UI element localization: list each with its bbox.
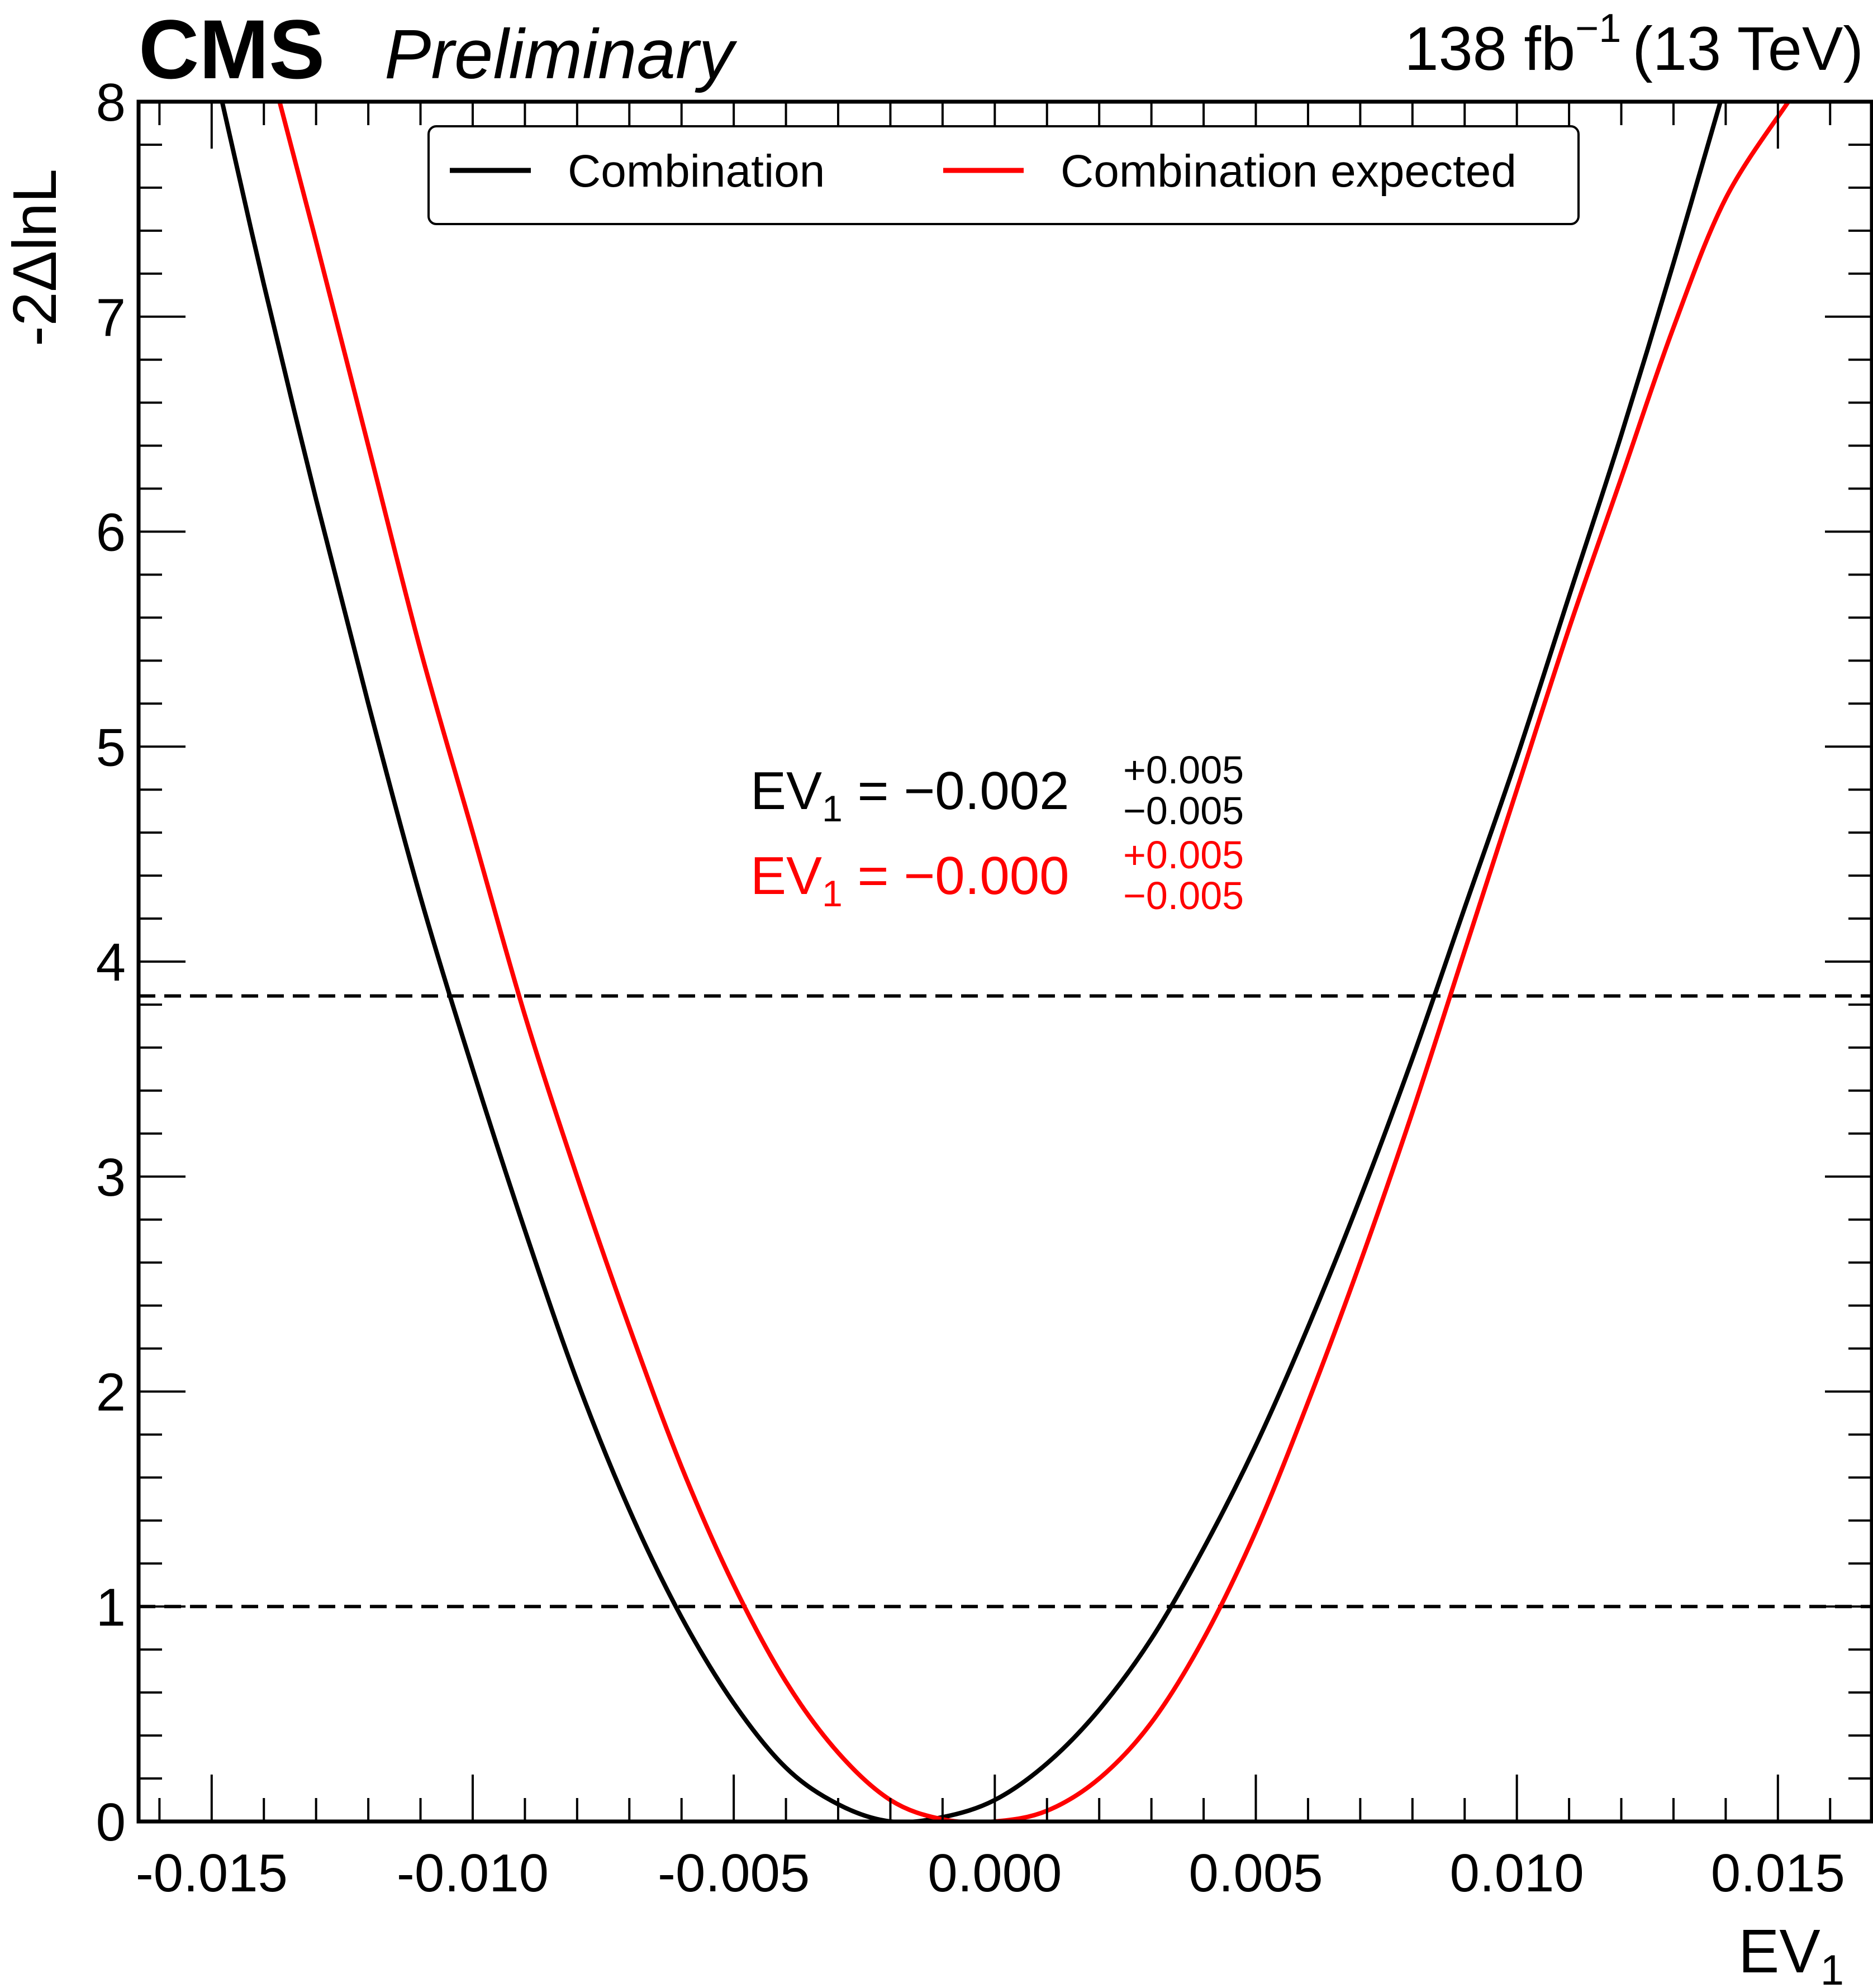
y-tick-label: 8 bbox=[96, 73, 126, 132]
y-tick-label: 4 bbox=[96, 933, 126, 992]
x-tick-labels: -0.015 -0.010 -0.005 0.000 0.005 0.010 0.015 bbox=[136, 1843, 1845, 1903]
legend-box bbox=[427, 125, 1580, 225]
observed-ev-up: +0.005 bbox=[1123, 748, 1244, 792]
series-line-combination bbox=[220, 102, 1723, 1821]
svg-text:EV1 = −0.000: EV1 = −0.000 bbox=[750, 846, 1069, 914]
likelihood-curves bbox=[220, 102, 1790, 1821]
x-tick-label: 0.010 bbox=[1450, 1843, 1584, 1903]
x-tick-label: 0.000 bbox=[928, 1843, 1062, 1903]
legend: Combination Combination expected bbox=[427, 125, 1580, 225]
expected-fit-result: EV1 = −0.000 +0.005 −0.005 bbox=[750, 833, 1244, 917]
observed-ev-down: −0.005 bbox=[1123, 789, 1244, 833]
observed-ev-label: EV bbox=[750, 761, 822, 821]
x-tick-label: 0.005 bbox=[1189, 1843, 1323, 1903]
x-tick-label: -0.005 bbox=[658, 1843, 810, 1903]
y-tick-label: 0 bbox=[96, 1792, 126, 1852]
observed-ev-value: = −0.002 bbox=[843, 761, 1069, 821]
lumi-label: 138 fb−1 (13 TeV) bbox=[1404, 6, 1864, 83]
expected-ev-down: −0.005 bbox=[1123, 874, 1244, 917]
expected-ev-value: = −0.000 bbox=[843, 846, 1069, 906]
y-tick-label: 5 bbox=[96, 717, 126, 777]
legend-label-observed: Combination bbox=[568, 146, 825, 197]
series-line-combination-expected bbox=[277, 102, 1790, 1821]
x-tick-label: -0.015 bbox=[136, 1843, 288, 1903]
x-tick-label: 0.015 bbox=[1711, 1843, 1845, 1903]
axis-ticks bbox=[139, 101, 1872, 1823]
cms-label: CMS bbox=[139, 2, 325, 96]
y-tick-label: 1 bbox=[96, 1577, 126, 1637]
expected-ev-label: EV bbox=[750, 846, 822, 906]
lumi-value: 138 fb bbox=[1404, 15, 1575, 83]
expected-ev-sub: 1 bbox=[822, 873, 843, 914]
svg-text:EV1 = −0.002: EV1 = −0.002 bbox=[750, 761, 1069, 829]
y-tick-label: 6 bbox=[96, 503, 126, 563]
y-tick-labels: 0 1 2 3 4 5 6 7 8 bbox=[96, 73, 126, 1852]
plot-frame bbox=[136, 99, 1873, 1824]
x-tick-label: -0.010 bbox=[397, 1843, 549, 1903]
expected-ev-up: +0.005 bbox=[1123, 833, 1244, 877]
reference-lines bbox=[139, 994, 1872, 1609]
y-tick-label: 7 bbox=[96, 288, 126, 348]
y-tick-label: 2 bbox=[96, 1363, 126, 1423]
y-axis-title: -2ΔlnL bbox=[1, 169, 69, 346]
observed-ev-sub: 1 bbox=[822, 788, 843, 829]
legend-label-expected: Combination expected bbox=[1061, 146, 1517, 197]
y-tick-label: 3 bbox=[96, 1148, 126, 1207]
preliminary-label: Preliminary bbox=[384, 16, 738, 93]
x-axis-title-subscript: 1 bbox=[1820, 1947, 1844, 1988]
x-axis-title: EV1 bbox=[1738, 1917, 1844, 1988]
lumi-exponent: −1 bbox=[1575, 6, 1621, 51]
observed-fit-result: EV1 = −0.002 +0.005 −0.005 bbox=[750, 748, 1244, 833]
lumi-energy: (13 TeV) bbox=[1632, 15, 1864, 83]
